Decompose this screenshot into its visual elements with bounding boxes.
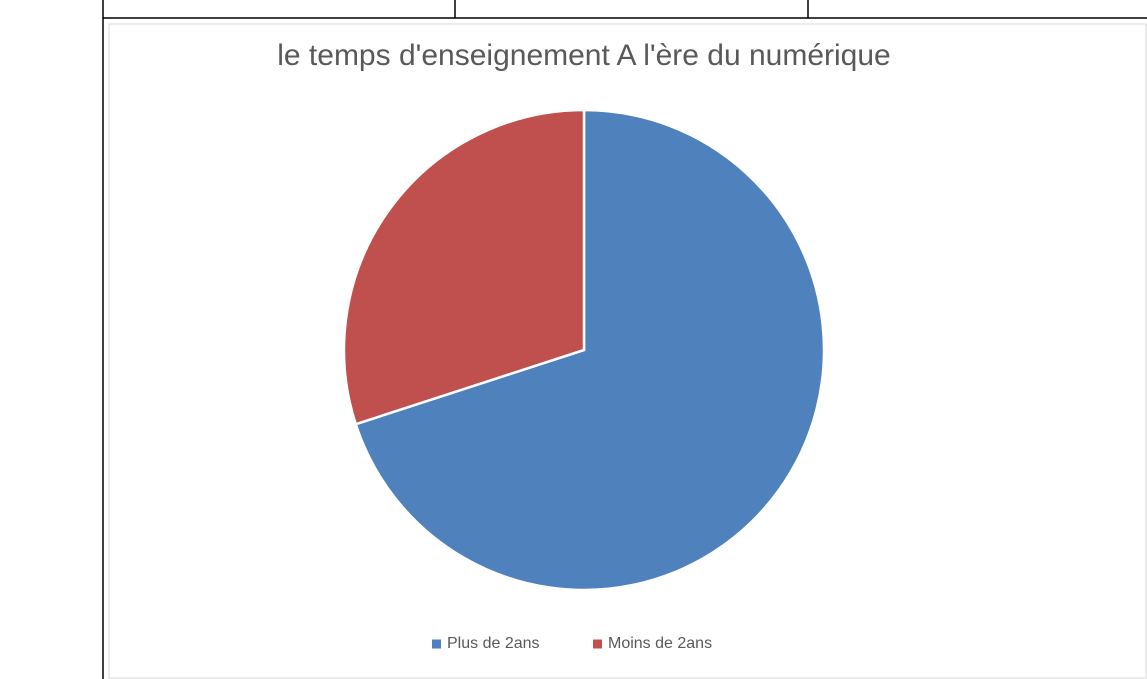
legend-label: Plus de 2ans <box>447 635 540 652</box>
legend-label: Moins de 2ans <box>608 635 712 652</box>
legend-marker <box>593 639 602 649</box>
pie-slice <box>342 108 586 426</box>
chart-area <box>108 23 1147 679</box>
legend-marker <box>432 639 441 649</box>
pie-slice <box>354 108 826 592</box>
chart-title: le temps d'enseignement A l'ère du numér… <box>277 39 891 72</box>
